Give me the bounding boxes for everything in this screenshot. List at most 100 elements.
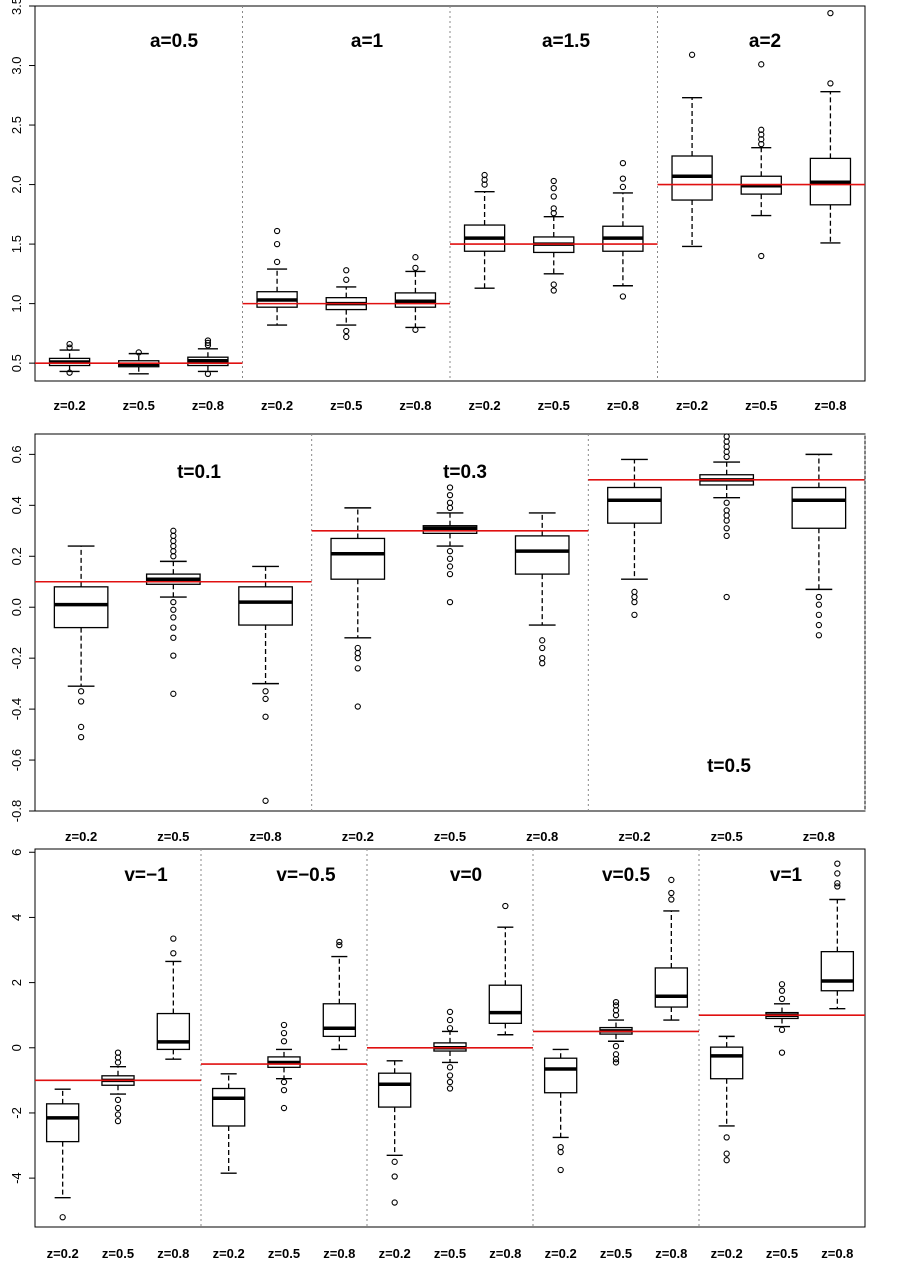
group-label: a=1 bbox=[351, 31, 384, 52]
outlier-point bbox=[550, 287, 557, 294]
outlier-point bbox=[723, 448, 730, 455]
x-tick-label: z=0.8 bbox=[526, 829, 558, 844]
outlier-point bbox=[170, 606, 177, 613]
outlier-point bbox=[539, 655, 546, 662]
outlier-point bbox=[114, 1096, 122, 1104]
outlier-point bbox=[612, 1042, 620, 1050]
outlier-point bbox=[668, 876, 675, 884]
x-tick-label: z=0.2 bbox=[47, 1246, 79, 1261]
y-tick-label: 2.5 bbox=[9, 116, 24, 134]
y-tick-label: 3.5 bbox=[9, 0, 24, 15]
outlier-point bbox=[412, 326, 419, 333]
outlier-point bbox=[827, 9, 834, 17]
outlier-point bbox=[723, 1150, 730, 1157]
x-tick-label: z=0.5 bbox=[711, 829, 743, 844]
panel-frame bbox=[34, 848, 866, 1228]
x-tick-label: z=0.5 bbox=[745, 398, 777, 413]
outlier-point bbox=[612, 1056, 620, 1063]
outlier-point bbox=[550, 177, 557, 185]
outlier-point bbox=[170, 652, 177, 659]
outlier-point bbox=[77, 688, 85, 695]
outlier-point bbox=[834, 860, 841, 867]
y-tick-label: -0.4 bbox=[9, 698, 24, 720]
outlier-point bbox=[354, 703, 361, 710]
outlier-point bbox=[815, 621, 823, 629]
outlier-point bbox=[612, 1059, 620, 1066]
box-iqr bbox=[330, 537, 386, 580]
box-t=0.1-z=0.8 bbox=[238, 565, 293, 804]
panel-v: -4 -2 0 2 4 6 v=−1 z=0.2 z=0.5 z=0.8 v=−0.5 z=0.2 z=… bbox=[9, 848, 866, 1261]
outlier-point bbox=[391, 1173, 398, 1180]
box-iqr bbox=[543, 1057, 578, 1094]
outlier-point bbox=[834, 870, 841, 877]
outlier-point bbox=[170, 527, 177, 534]
x-tick-label: z=0.8 bbox=[607, 398, 639, 413]
y-tick-label: 0.0 bbox=[9, 598, 24, 616]
x-tick-label: z=0.8 bbox=[814, 398, 846, 413]
box-t=0.3-z=0.5 bbox=[422, 484, 478, 606]
box-a=1.5-z=0.8 bbox=[602, 159, 644, 300]
x-tick-label: z=0.5 bbox=[102, 1246, 134, 1261]
group-label: t=0.1 bbox=[177, 462, 221, 483]
outlier-point bbox=[723, 433, 730, 440]
x-tick-label: z=0.5 bbox=[157, 829, 189, 844]
outlier-point bbox=[723, 438, 730, 445]
outlier-point bbox=[446, 499, 454, 506]
outlier-point bbox=[170, 935, 177, 942]
outlier-point bbox=[354, 644, 361, 652]
outlier-point bbox=[778, 995, 786, 1003]
x-tick-label: z=0.8 bbox=[249, 829, 281, 844]
x-tick-label: z=0.2 bbox=[468, 398, 500, 413]
outlier-point bbox=[815, 632, 823, 639]
box-v=−1-z=0.2 bbox=[45, 1088, 80, 1221]
outlier-point bbox=[336, 938, 343, 946]
outlier-point bbox=[170, 553, 177, 560]
outlier-point bbox=[723, 507, 730, 514]
box-iqr bbox=[607, 486, 662, 524]
box-iqr bbox=[488, 984, 523, 1024]
box-t=0.1-z=0.2 bbox=[53, 545, 109, 741]
x-tick-label: z=0.2 bbox=[342, 829, 374, 844]
y-tick-label: -0.2 bbox=[9, 647, 24, 669]
outlier-point bbox=[688, 51, 696, 58]
box-iqr bbox=[709, 1046, 744, 1080]
group-label: a=1.5 bbox=[542, 31, 591, 52]
outlier-point bbox=[114, 1117, 122, 1125]
outlier-point bbox=[446, 563, 454, 570]
outlier-point bbox=[446, 504, 454, 512]
y-tick-label: -4 bbox=[9, 1172, 24, 1184]
group-label: a=0.5 bbox=[150, 31, 199, 52]
x-tick-label: z=0.2 bbox=[676, 398, 708, 413]
outlier-point bbox=[446, 1078, 454, 1086]
outlier-point bbox=[723, 512, 730, 519]
outlier-point bbox=[723, 532, 730, 540]
group-label: v=0.5 bbox=[602, 865, 651, 886]
outlier-point bbox=[204, 370, 212, 378]
box-a=1.5-z=0.2 bbox=[463, 171, 506, 289]
outlier-point bbox=[170, 598, 177, 606]
outlier-point bbox=[204, 337, 212, 344]
outlier-point bbox=[170, 634, 177, 641]
x-tick-label: z=0.2 bbox=[618, 829, 650, 844]
outlier-point bbox=[668, 889, 675, 897]
outlier-point bbox=[354, 655, 361, 662]
box-a=2-z=0.8 bbox=[809, 9, 852, 244]
outlier-point bbox=[204, 339, 212, 347]
outlier-point bbox=[619, 293, 627, 300]
outlier-point bbox=[446, 491, 454, 499]
outlier-point bbox=[446, 548, 454, 555]
outlier-point bbox=[343, 327, 350, 335]
outlier-point bbox=[778, 981, 786, 988]
box-t=0.1-z=0.5 bbox=[145, 527, 201, 697]
outlier-point bbox=[631, 593, 638, 601]
x-tick-label: z=0.2 bbox=[379, 1246, 411, 1261]
box-v=0.5-z=0.5 bbox=[599, 999, 633, 1066]
y-tick-label: 4 bbox=[9, 914, 24, 921]
x-tick-label: z=0.2 bbox=[261, 398, 293, 413]
box-v=−0.5-z=0.5 bbox=[267, 1021, 301, 1112]
outlier-point bbox=[354, 665, 361, 672]
outlier-point bbox=[815, 611, 823, 619]
outlier-point bbox=[66, 344, 73, 351]
outlier-point bbox=[631, 588, 638, 596]
